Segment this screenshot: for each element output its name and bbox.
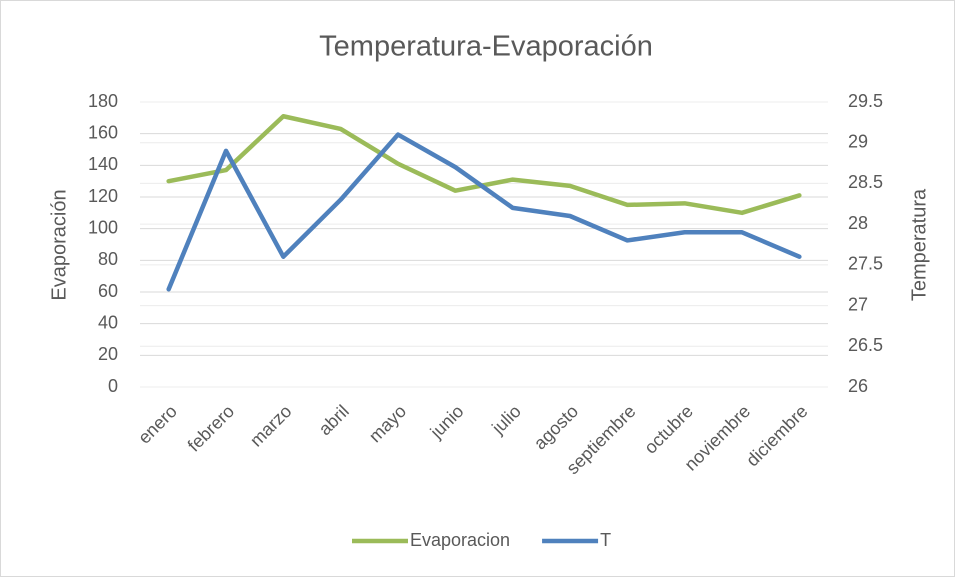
y-tick-label: 160 bbox=[88, 122, 118, 142]
y-tick-label: 40 bbox=[98, 312, 118, 332]
y2-tick-label: 26 bbox=[848, 376, 868, 396]
y-tick-label: 20 bbox=[98, 344, 118, 364]
y-axis-label: Evaporación bbox=[48, 189, 70, 300]
y-tick-label: 100 bbox=[88, 217, 118, 237]
legend-label: Evaporacion bbox=[410, 530, 510, 550]
y2-tick-label: 28 bbox=[848, 213, 868, 233]
y-tick-label: 0 bbox=[108, 376, 118, 396]
y-tick-label: 80 bbox=[98, 249, 118, 269]
y2-tick-label: 27.5 bbox=[848, 254, 883, 274]
y-tick-label: 60 bbox=[98, 281, 118, 301]
y-tick-label: 140 bbox=[88, 154, 118, 174]
legend-label: T bbox=[600, 530, 611, 550]
series-line bbox=[166, 132, 802, 292]
y2-tick-label: 29 bbox=[848, 131, 868, 151]
y2-tick-label: 27 bbox=[848, 294, 868, 314]
y2-axis-label: Temperatura bbox=[908, 188, 930, 301]
y-tick-label: 120 bbox=[88, 186, 118, 206]
chart-title: Temperatura-Evaporación bbox=[319, 31, 653, 63]
y-tick-label: 180 bbox=[88, 91, 118, 111]
y2-tick-label: 28.5 bbox=[848, 172, 883, 192]
y2-tick-label: 29.5 bbox=[848, 91, 883, 111]
y2-tick-label: 26.5 bbox=[848, 335, 883, 355]
